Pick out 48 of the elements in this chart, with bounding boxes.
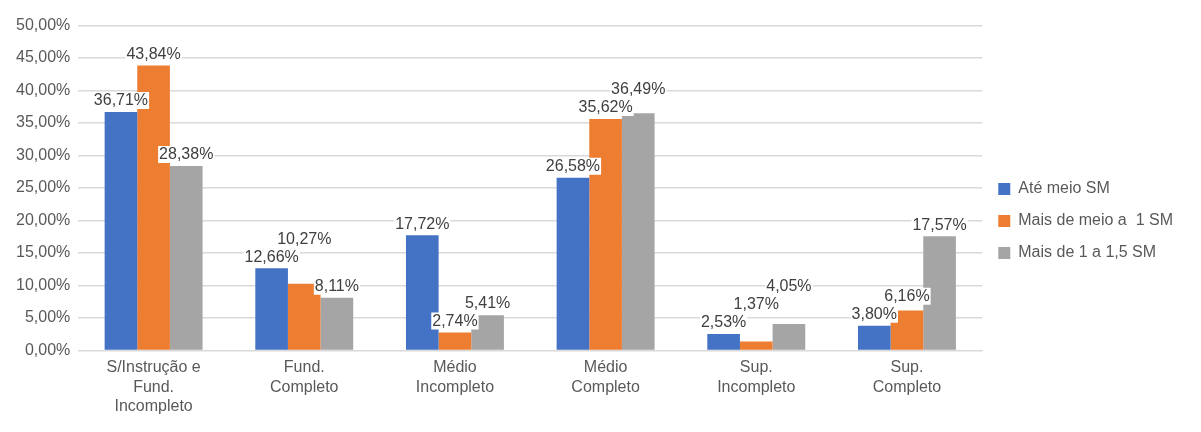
data-label: 4,05% (766, 277, 812, 295)
x-tick-label: Sup. Completo (872, 358, 942, 395)
legend-label: Até meio SM (1018, 179, 1110, 197)
y-tick-label: 25,00% (16, 178, 71, 196)
data-label: 1,37% (733, 295, 779, 313)
x-tick-label: Fund. Completo (270, 358, 339, 395)
x-tick-label: Médio Completo (571, 358, 640, 395)
data-label: 6,16% (884, 287, 930, 305)
y-tick-label: 35,00% (16, 113, 71, 131)
x-tick-label: Médio Incompleto (415, 358, 495, 395)
bar (255, 268, 288, 350)
data-label: 2,74% (432, 312, 478, 330)
data-label: 3,80% (851, 305, 897, 323)
bar (739, 341, 773, 350)
bar (857, 325, 891, 350)
y-tick-label: 50,00% (16, 16, 71, 34)
data-label: 43,84% (126, 45, 181, 63)
data-label: 12,66% (244, 247, 299, 265)
x-tick-label: Sup. Incompleto (717, 358, 796, 395)
y-tick-label: 0,00% (24, 340, 71, 358)
bar (772, 324, 806, 350)
data-label: 28,38% (159, 145, 214, 163)
y-tick-label: 20,00% (16, 210, 71, 228)
y-tick-label: 15,00% (16, 243, 71, 261)
bar (621, 113, 655, 350)
y-tick-label: 30,00% (16, 145, 71, 163)
bar (707, 333, 740, 350)
bar (556, 177, 590, 350)
bar (104, 111, 138, 350)
data-label: 8,11% (314, 277, 360, 295)
y-tick-label: 45,00% (16, 48, 71, 66)
x-tick-label: S/Instrução e Fund. Incompleto (106, 358, 201, 414)
data-label: 35,62% (578, 98, 633, 116)
data-label: 10,27% (277, 229, 332, 247)
data-label: 5,41% (464, 294, 511, 312)
data-label: 26,58% (545, 157, 601, 175)
legend-label: Mais de 1 a 1,5 SM (1018, 243, 1157, 261)
data-label: 36,49% (611, 80, 666, 98)
data-label: 17,72% (395, 214, 450, 232)
bar (169, 166, 203, 350)
y-tick-label: 10,00% (16, 275, 71, 293)
data-label: 36,71% (93, 91, 149, 109)
legend-label: Mais de meio a 1 SM (1018, 211, 1174, 229)
bar (438, 332, 472, 350)
data-label: 2,53% (700, 313, 747, 331)
data-label: 17,57% (912, 215, 967, 233)
y-tick-label: 40,00% (16, 80, 71, 98)
y-tick-label: 5,00% (24, 308, 71, 326)
